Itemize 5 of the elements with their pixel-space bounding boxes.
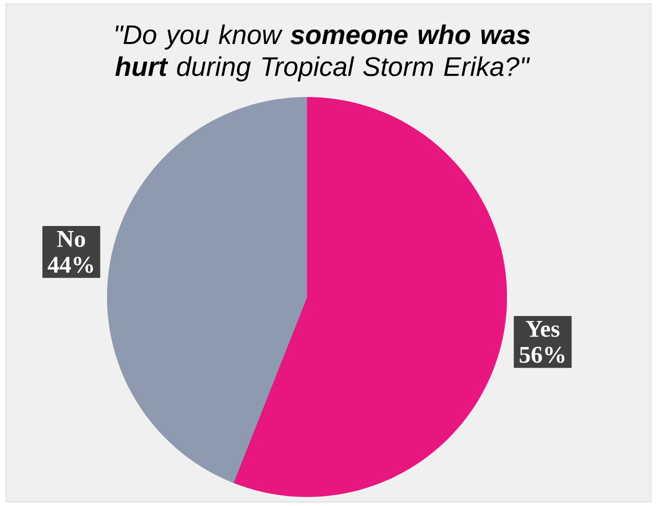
chart-title: "Do you know someone who was hurt during Tropical Storm Erika?" xyxy=(115,24,530,82)
slice-label: Yes xyxy=(526,321,560,337)
slice-label: No xyxy=(57,231,86,247)
data-label: 56% xyxy=(520,346,564,363)
data-label: 44% xyxy=(48,256,93,273)
